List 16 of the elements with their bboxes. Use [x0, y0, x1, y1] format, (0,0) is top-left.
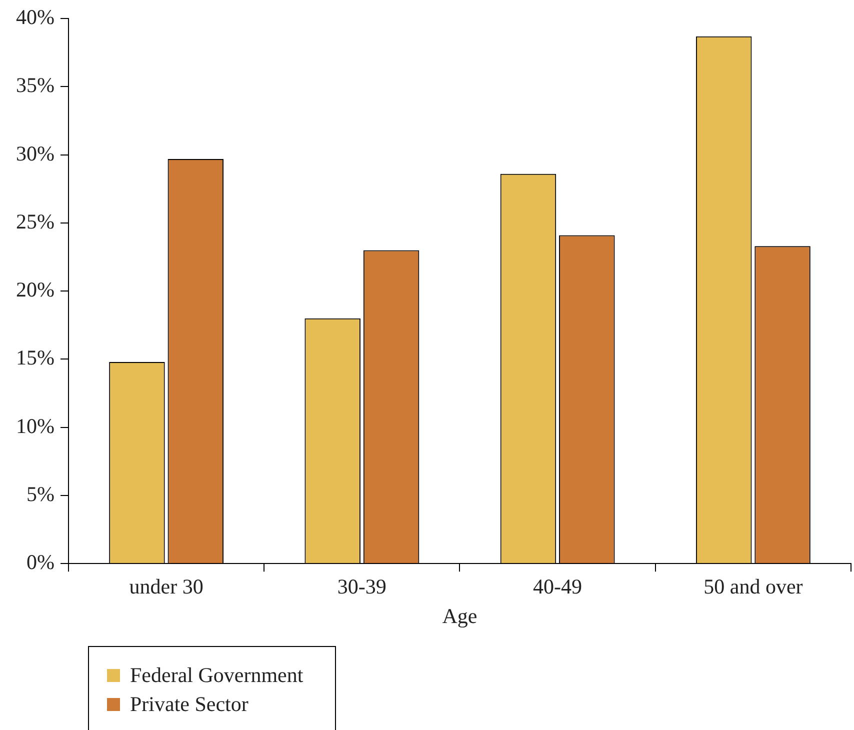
y-tick-label: 20% [16, 278, 54, 302]
y-tick-label: 5% [26, 482, 54, 506]
y-tick-label: 15% [16, 346, 54, 370]
x-tick-label: 30-39 [337, 574, 386, 599]
x-tick-label: under 30 [129, 574, 204, 599]
x-tick-label: 50 and over [704, 574, 803, 599]
legend-label: Federal Government [130, 663, 304, 688]
x-tick-label: 40-49 [533, 574, 582, 599]
legend-label: Private Sector [130, 692, 248, 717]
y-tick-label: 10% [16, 414, 54, 438]
y-tick-label: 35% [16, 73, 54, 98]
y-tick-label: 30% [16, 141, 54, 166]
x-axis-title: Age [442, 604, 478, 628]
y-tick-label: 0% [26, 550, 54, 574]
y-tick-label: 40% [16, 5, 54, 30]
y-tick-label: 25% [16, 209, 54, 234]
